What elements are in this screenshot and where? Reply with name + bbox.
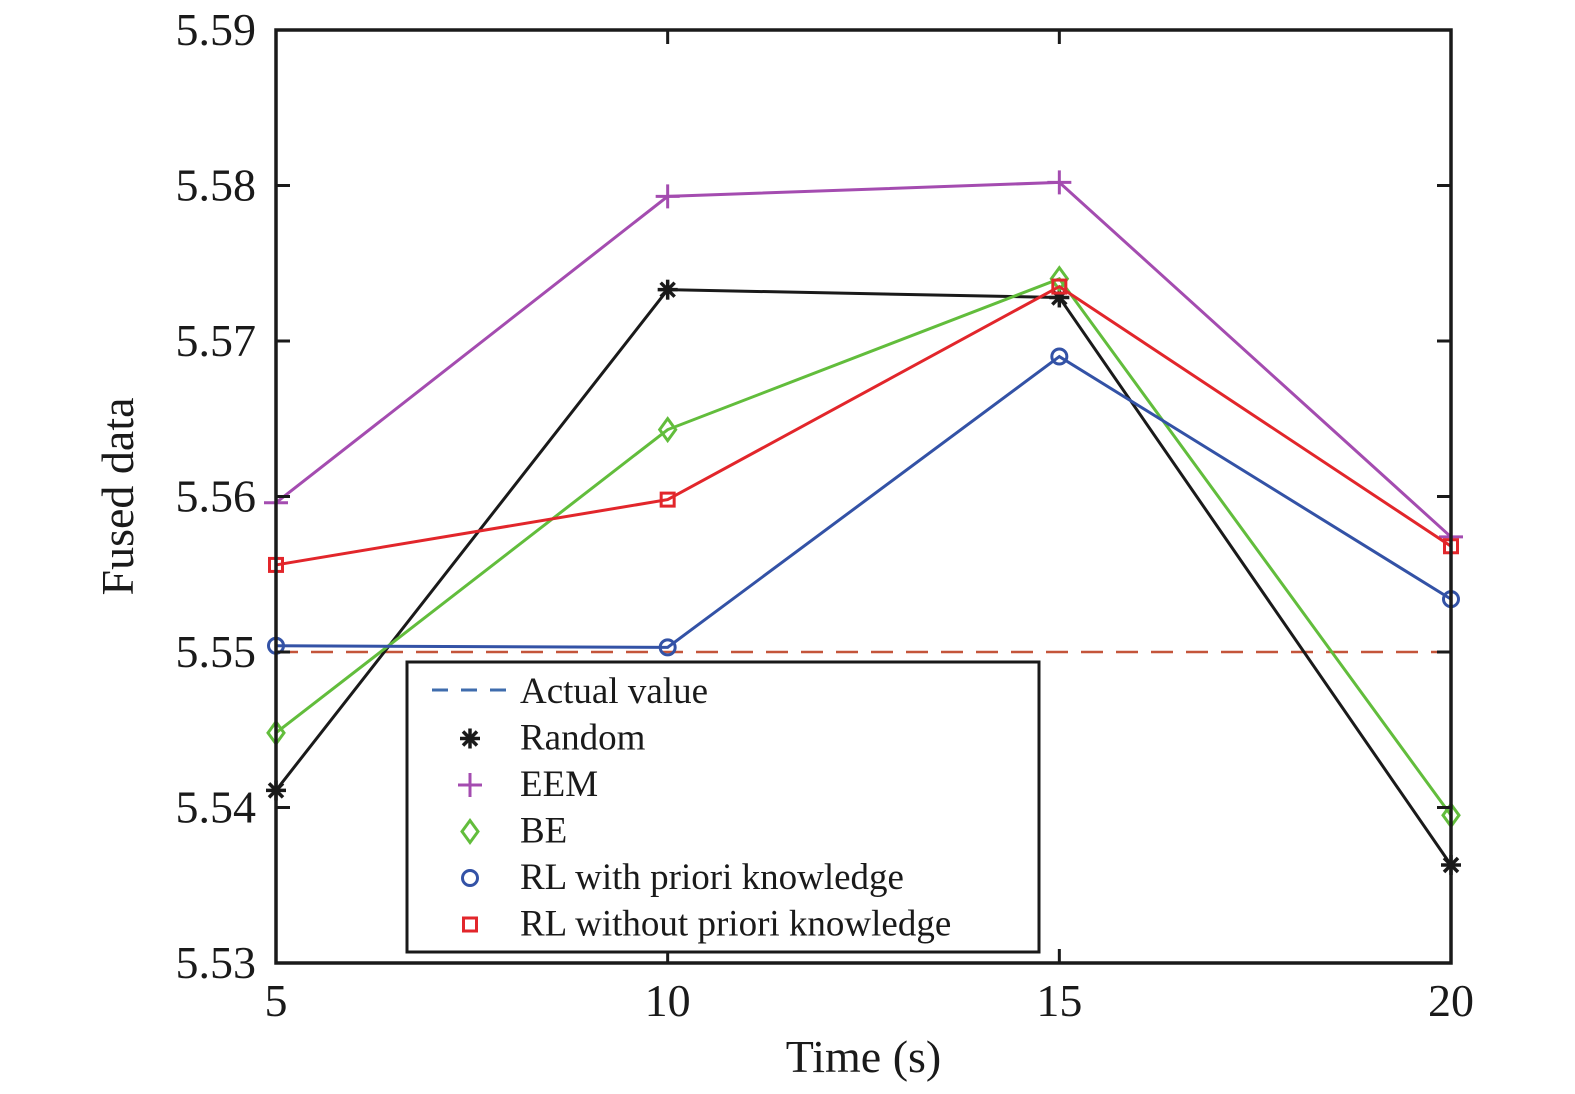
legend-label: BE <box>520 811 567 852</box>
y-tick-label: 5.55 <box>176 626 257 677</box>
legend-marker-icon <box>462 916 478 933</box>
legend-item-actual-value: Actual value <box>432 671 708 712</box>
legend-label: RL with priori knowledge <box>520 857 904 898</box>
data-point-rl-with-priori-knowledge <box>658 638 677 657</box>
legend-label: RL without priori knowledge <box>520 904 951 945</box>
x-tick-label: 15 <box>1036 975 1082 1026</box>
data-point-eem <box>655 184 680 209</box>
legend-item-rl-with-priori-knowledge: RL with priori knowledge <box>461 857 904 898</box>
data-point-random <box>657 279 678 300</box>
legend-item-rl-without-priori-knowledge: RL without priori knowledge <box>462 904 951 945</box>
y-tick-label: 5.53 <box>176 937 257 988</box>
legend-marker-icon <box>461 869 479 887</box>
plot-area <box>264 170 1463 876</box>
y-tick-label: 5.58 <box>176 160 257 211</box>
legend-marker-icon <box>460 728 480 749</box>
x-tick-label: 20 <box>1428 975 1474 1026</box>
y-tick-label: 5.56 <box>176 471 257 522</box>
legend-item-be: BE <box>460 811 567 852</box>
legend-box <box>405 660 1041 954</box>
data-point-eem <box>1047 170 1072 195</box>
legend-item-random: Random <box>460 718 646 759</box>
x-tick-label: 5 <box>265 975 288 1026</box>
data-point-be <box>657 416 678 444</box>
legend: Actual value Random EEM BE RL with priori kn… <box>405 660 1041 954</box>
series-line-random <box>274 288 1453 866</box>
legend-label: Random <box>520 718 646 759</box>
x-axis-label: Time (s) <box>786 1031 942 1082</box>
legend-marker-icon <box>460 817 480 846</box>
data-point-rl-without-priori-knowledge <box>1051 278 1068 295</box>
data-point-rl-without-priori-knowledge <box>659 491 676 508</box>
data-point-rl-with-priori-knowledge <box>1050 347 1069 366</box>
series-line-be <box>275 276 1453 817</box>
data-point-be <box>1049 265 1070 293</box>
legend-item-eem: EEM <box>458 764 598 805</box>
legend-label: EEM <box>520 764 598 805</box>
series-line-eem <box>275 180 1453 539</box>
y-tick-label: 5.54 <box>176 782 257 833</box>
x-tick-label: 10 <box>645 975 691 1026</box>
axes: 5 10 15 20 5.53 5.54 5.55 5.56 5.57 5.58 5.59 Time … <box>92 4 1474 1082</box>
y-tick-label: 5.59 <box>176 4 257 55</box>
legend-label: Actual value <box>520 671 708 712</box>
y-tick-label: 5.57 <box>176 315 257 366</box>
series-line-rl-without-priori-knowledge <box>275 284 1452 567</box>
series-line-rl-with-priori-knowledge <box>275 354 1452 649</box>
legend-marker-icon <box>458 773 482 797</box>
y-axis-label: Fused data <box>92 397 143 595</box>
